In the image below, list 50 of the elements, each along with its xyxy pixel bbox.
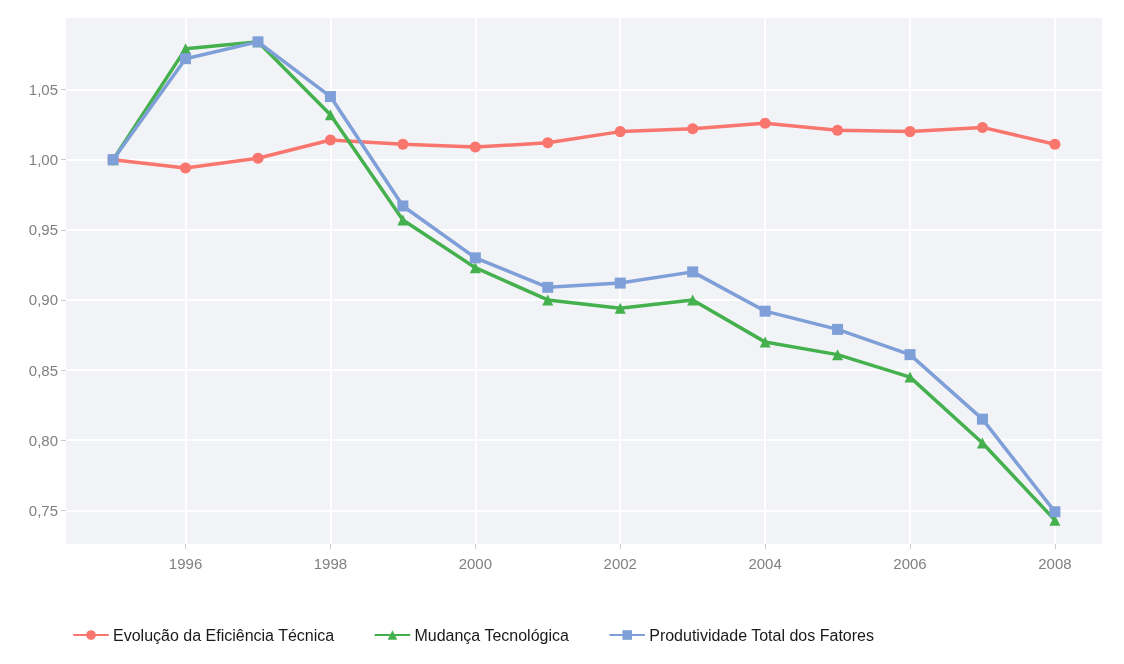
point [397,138,409,150]
point [542,281,554,293]
point [687,294,699,306]
legend-label: Produtividade Total dos Fatores [649,626,874,644]
point [1049,506,1061,518]
y-tick-label: 0,95 [28,221,58,239]
point [469,252,481,264]
legend-label: Mudança Tecnológica [414,626,570,644]
point [324,109,336,121]
point [1049,138,1061,150]
point [976,121,988,133]
point [397,214,409,226]
point [687,266,699,278]
point [976,413,988,425]
x-tick-label: 2004 [748,555,782,572]
point [832,124,844,136]
point [832,349,844,361]
point [759,336,771,348]
point [397,200,409,212]
point [542,137,554,149]
point [614,302,626,314]
point [759,305,771,317]
point [832,323,844,335]
point [904,126,916,138]
x-tick-label: 2008 [1038,555,1072,572]
point [687,123,699,135]
y-tick-label: 0,80 [28,431,58,449]
point [542,294,554,306]
x-tick-label: 1996 [168,555,203,572]
point [614,277,626,289]
x-tick-label: 2000 [458,555,493,572]
x-tick-label: 2002 [603,555,637,572]
point [469,262,481,274]
x-tick-label: 1998 [313,555,348,572]
y-tick-label: 0,85 [28,361,58,379]
point [614,126,626,138]
y-tick-label: 1,00 [28,151,58,169]
point [324,91,336,103]
point [904,349,916,361]
point [759,117,771,129]
y-tick-label: 0,75 [28,501,58,519]
y-tick-label: 0,90 [28,291,58,309]
point [180,162,192,174]
point [324,134,336,146]
x-tick-label: 2006 [893,555,927,572]
y-tick-label: 1,05 [28,81,58,99]
point [252,152,264,164]
point [469,141,481,153]
legend-label: Evolução da Eficiência Técnica [113,626,335,644]
point [180,53,192,65]
